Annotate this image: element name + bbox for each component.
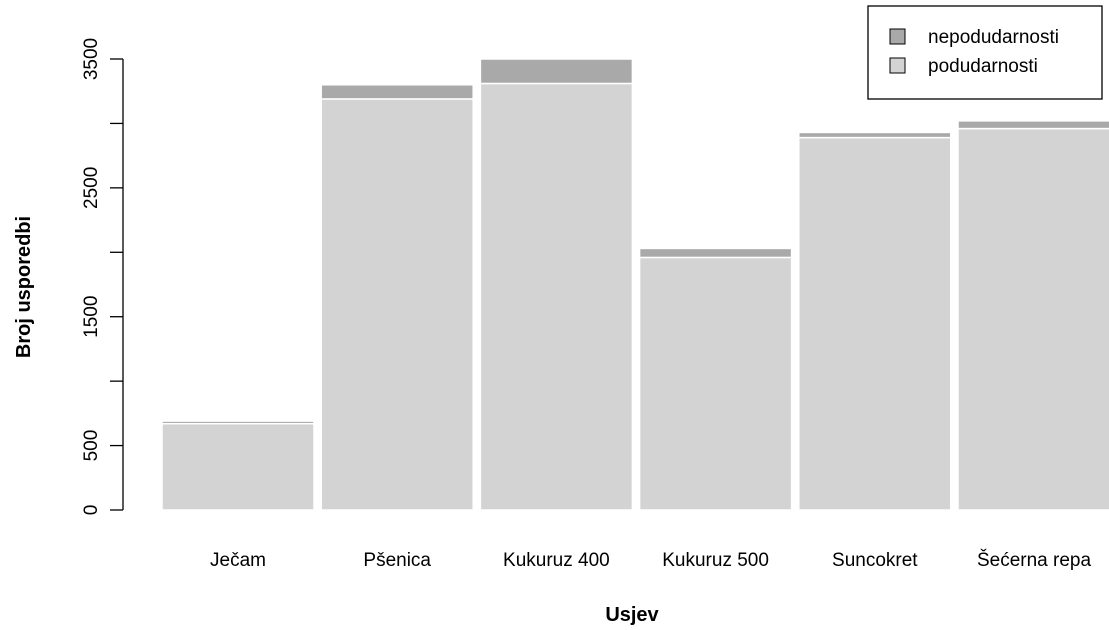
- bar-nepodudarnosti-3: [638, 247, 793, 259]
- x-tick-label: Pšenica: [363, 550, 431, 571]
- bar-nepodudarnosti-5: [957, 120, 1109, 130]
- legend-swatch: [889, 28, 906, 45]
- y-tick-label: 500: [81, 430, 102, 462]
- y-tick-label: 0: [81, 505, 102, 516]
- x-axis-labels: Ječam Pšenica Kukuruz 400 Kukuruz 500 Suncok…: [210, 549, 1091, 571]
- y-tick-label: 2500: [81, 167, 102, 209]
- x-tick-label: Šećerna repa: [977, 549, 1092, 571]
- y-tick-label: 3500: [81, 38, 102, 80]
- x-tick-label: Suncokret: [832, 550, 918, 571]
- y-axis-title: Broj usporedbi: [13, 216, 35, 358]
- legend-swatch: [889, 57, 906, 74]
- bar-podudarnosti-0: [161, 422, 315, 511]
- x-tick-label: Kukuruz 500: [662, 550, 769, 571]
- y-axis: 0 500 1500 2500 3500: [81, 38, 124, 516]
- bar-podudarnosti-3: [638, 256, 793, 511]
- bar-nepodudarnosti-4: [798, 131, 952, 139]
- bar-podudarnosti-5: [957, 127, 1109, 511]
- bars-group: [161, 58, 1109, 511]
- x-axis-title: Usjev: [605, 604, 659, 626]
- legend: nepodudarnosti podudarnosti: [867, 5, 1103, 100]
- bar-nepodudarnosti-1: [320, 84, 474, 100]
- legend-label: nepodudarnosti: [928, 27, 1059, 48]
- bar-podudarnosti-4: [798, 136, 952, 511]
- bar-podudarnosti-2: [479, 82, 634, 511]
- bar-podudarnosti-1: [320, 98, 474, 511]
- x-tick-label: Kukuruz 400: [503, 550, 610, 571]
- x-tick-label: Ječam: [210, 550, 266, 571]
- y-tick-label: 1500: [81, 296, 102, 338]
- legend-label: podudarnosti: [928, 56, 1038, 77]
- bar-nepodudarnosti-2: [479, 58, 634, 85]
- legend-box: [867, 5, 1103, 100]
- bar-nepodudarnosti-0: [161, 420, 315, 425]
